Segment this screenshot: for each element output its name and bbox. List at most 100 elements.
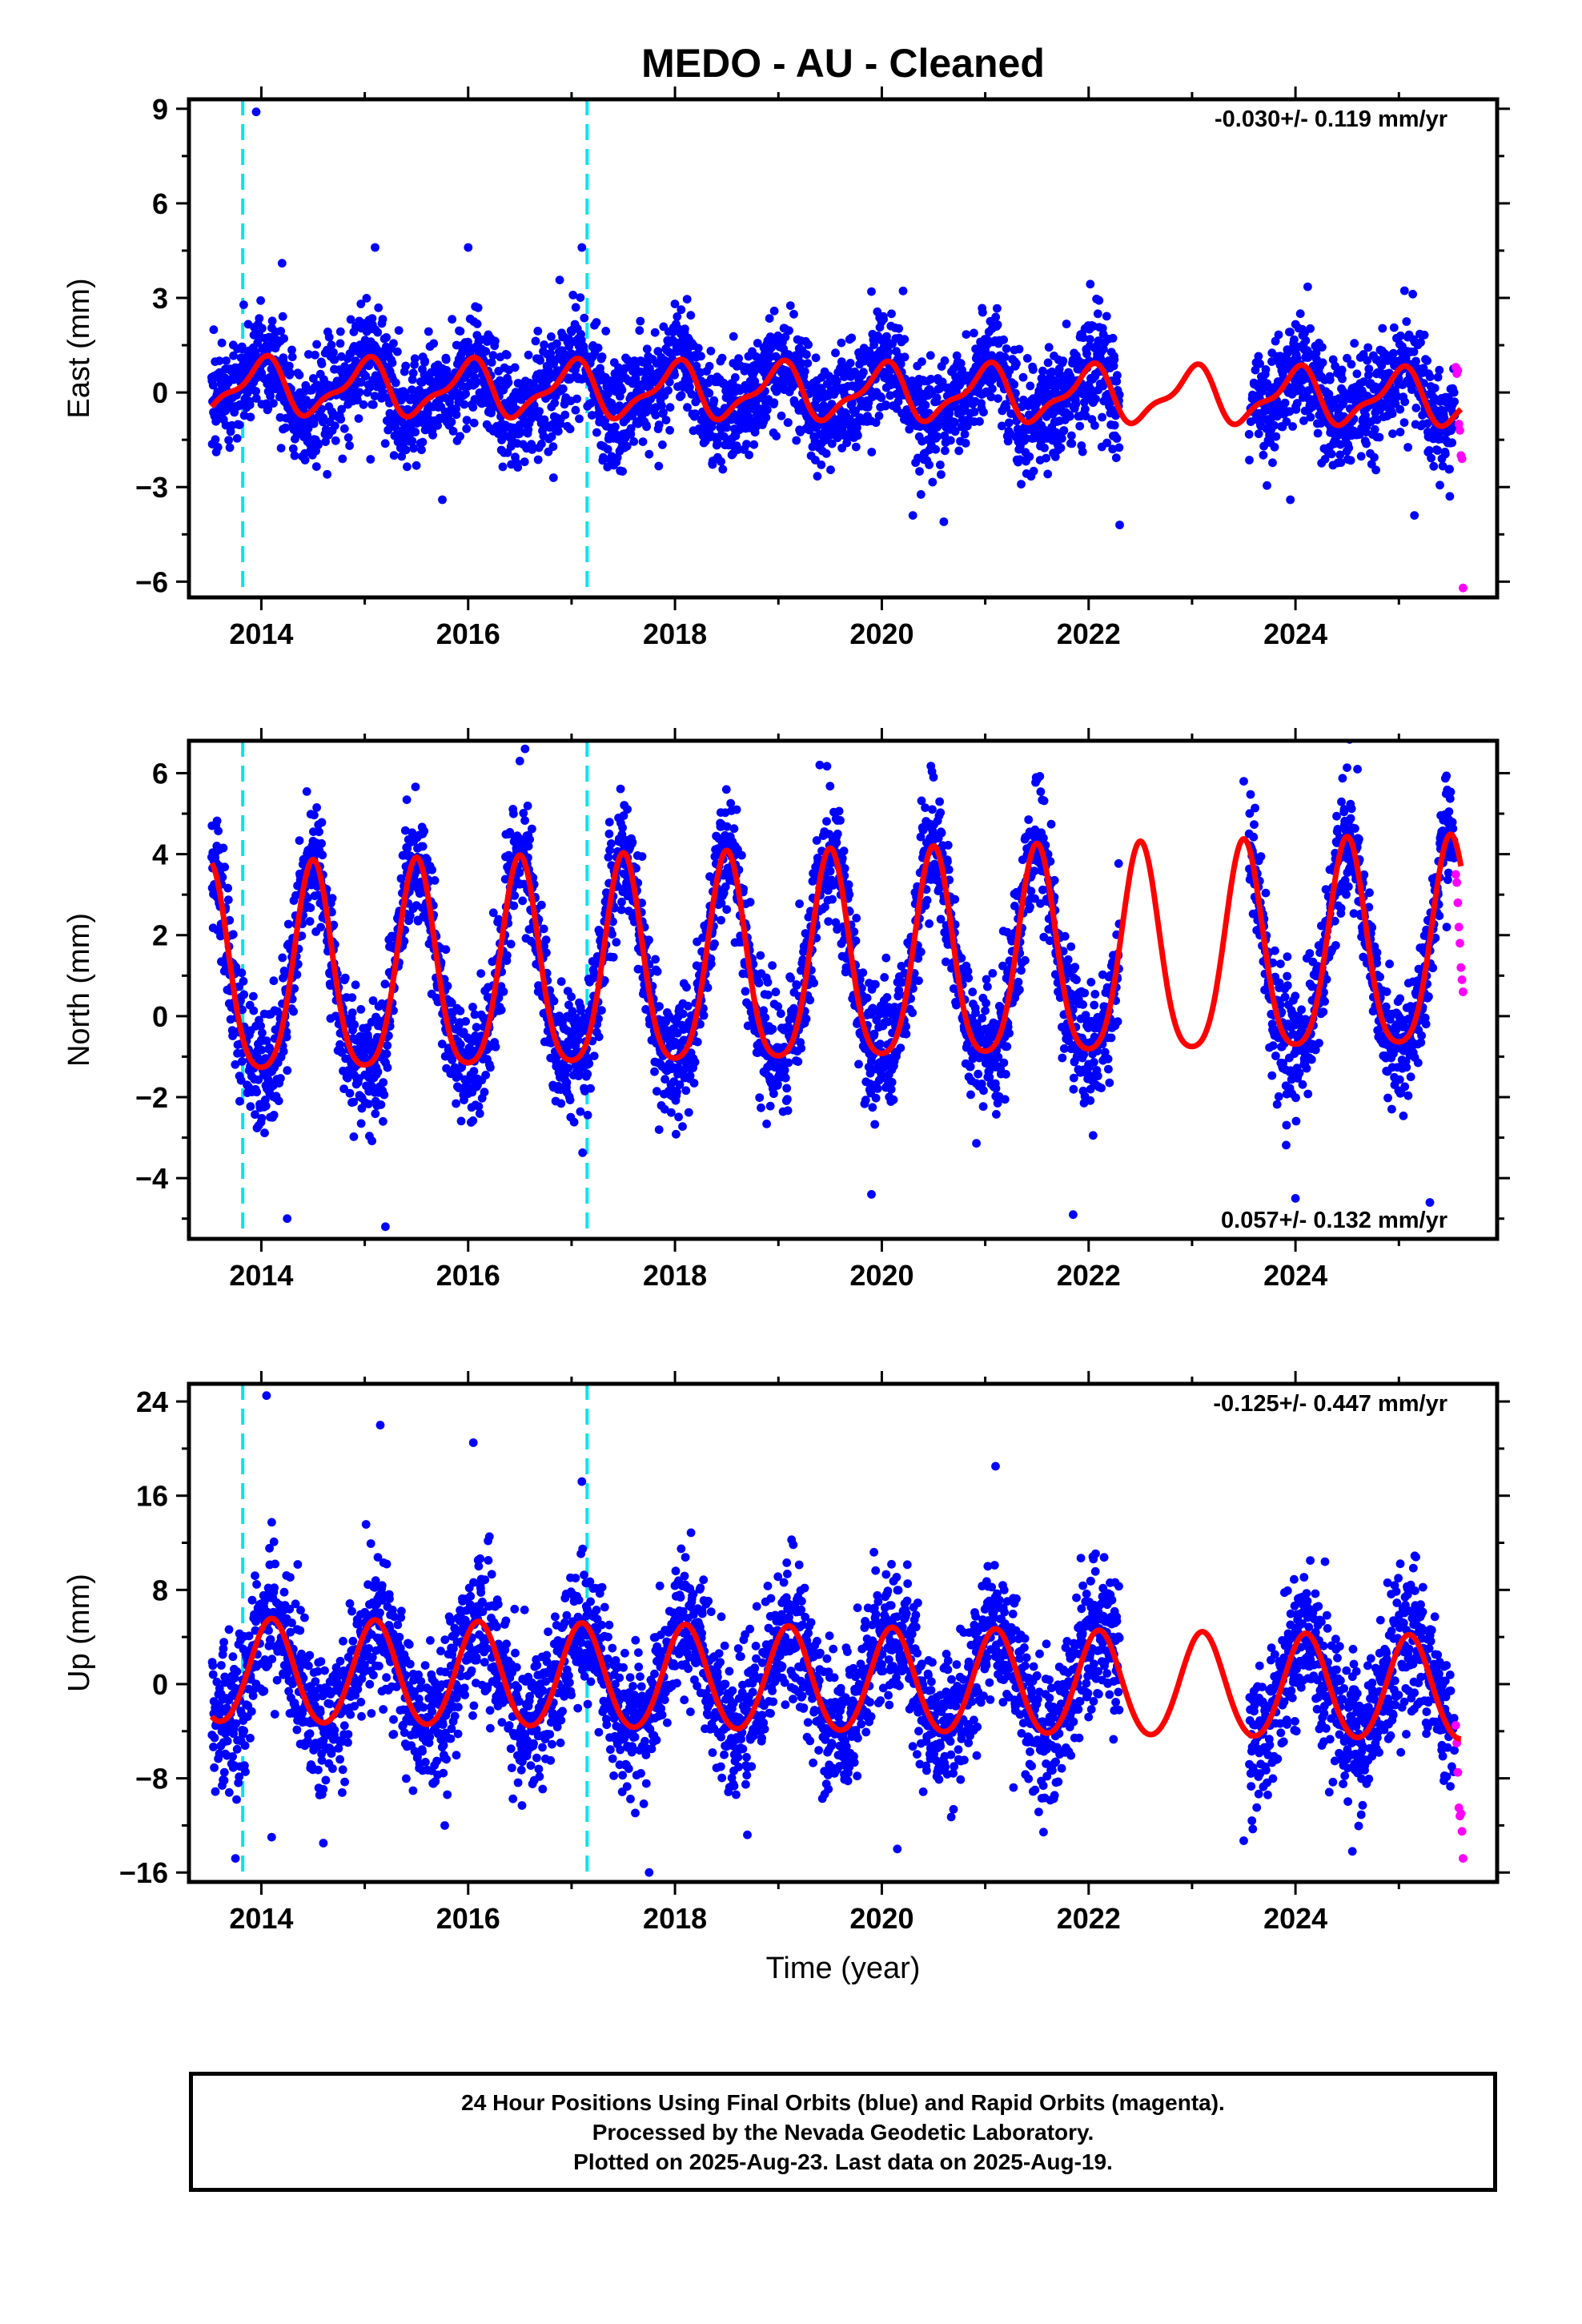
final-orbit-point [447,417,456,427]
final-orbit-point [908,511,917,520]
final-orbit-point [592,428,601,437]
final-orbit-point [366,455,375,464]
final-orbit-point [498,462,508,472]
final-orbit-point [618,823,627,832]
final-orbit-point [327,894,337,903]
final-orbit-point [238,344,247,354]
final-orbit-point [330,355,339,364]
final-orbit-point [391,378,400,388]
final-orbit-point [612,938,621,947]
final-orbit-point [603,444,612,454]
final-orbit-point [481,347,491,356]
final-orbit-point [277,259,287,268]
final-orbit-point [506,939,516,949]
final-orbit-point [540,340,548,349]
final-orbit-point [1375,432,1384,442]
final-orbit-point [576,1107,585,1116]
final-orbit-point [800,367,809,376]
final-orbit-point [1102,312,1111,321]
final-orbit-point [1445,492,1455,501]
final-orbit-point [586,1084,595,1093]
final-orbit-point [993,320,1002,329]
final-orbit-point [1352,369,1362,379]
final-orbit-point [295,370,304,380]
final-orbit-point [1337,365,1347,375]
final-orbit-point [1000,352,1010,362]
final-orbit-point [491,336,500,346]
final-orbit-point [269,976,279,986]
final-orbit-point [401,361,411,371]
final-orbit-point [213,443,223,452]
final-orbit-point [285,368,295,377]
final-orbit-point [936,460,945,469]
final-orbit-point [472,320,482,328]
final-orbit-point [1022,354,1032,363]
final-orbit-point [251,107,261,117]
final-orbit-point [567,992,576,1002]
final-orbit-point [283,1066,292,1076]
final-orbit-point [433,420,442,430]
final-orbit-point [1423,356,1431,365]
final-orbit-point [869,340,878,349]
final-orbit-point [473,303,483,312]
final-orbit-point [356,300,366,308]
final-orbit-point [347,993,357,1003]
final-orbit-point [290,451,299,460]
final-orbit-point [316,923,325,932]
final-orbit-point [592,318,601,327]
final-orbit-point [1424,446,1434,455]
final-orbit-point [304,350,313,359]
final-orbit-point [509,901,519,911]
final-orbit-point [267,316,277,326]
final-orbit-point [874,411,884,420]
final-orbit-point [417,445,426,455]
x-tick-label: 2024 [1263,617,1327,650]
final-orbit-point [349,1132,359,1141]
final-orbit-point [382,333,391,342]
final-orbit-point [1318,358,1327,368]
final-orbit-point [456,432,464,441]
final-orbit-point [1114,443,1124,452]
final-orbit-point [510,363,520,372]
final-orbit-point [670,370,679,380]
final-orbit-point [665,425,674,435]
final-orbit-point [1056,443,1066,452]
final-orbit-point [717,457,725,466]
final-orbit-point [346,315,355,324]
final-orbit-point [379,1116,387,1126]
final-orbit-point [851,442,861,452]
final-orbit-point [1350,339,1359,348]
final-orbit-point [283,919,293,929]
final-orbit-point [940,356,950,365]
final-orbit-point [542,948,551,958]
final-orbit-point [409,444,418,453]
x-tick-label: 2022 [1057,617,1121,650]
y-tick-label: 9 [152,93,168,126]
final-orbit-point [792,436,801,445]
final-orbit-point [1388,429,1397,438]
final-orbit-point [837,338,846,348]
final-orbit-point [1445,464,1454,474]
final-orbit-point [569,1117,579,1127]
final-orbit-point [970,328,978,338]
final-orbit-point [448,427,458,436]
y-tick-label: −3 [135,471,168,504]
final-orbit-point [616,784,625,794]
final-orbit-point [1395,428,1405,436]
final-orbit-point [289,1007,298,1016]
final-orbit-point [978,308,987,317]
final-orbit-point [1093,309,1102,319]
final-orbit-point [804,340,813,349]
final-orbit-point [1449,388,1459,397]
final-orbit-point [456,1116,466,1126]
final-orbit-point [1071,400,1081,408]
final-orbit-point [1108,333,1118,343]
final-orbit-point [338,454,347,464]
final-orbit-point [1110,355,1119,364]
final-orbit-point [212,816,222,826]
final-orbit-point [306,903,315,912]
final-orbit-point [1058,434,1066,443]
final-orbit-point [785,326,793,336]
final-orbit-point [1113,371,1122,380]
final-orbit-point [937,470,946,479]
